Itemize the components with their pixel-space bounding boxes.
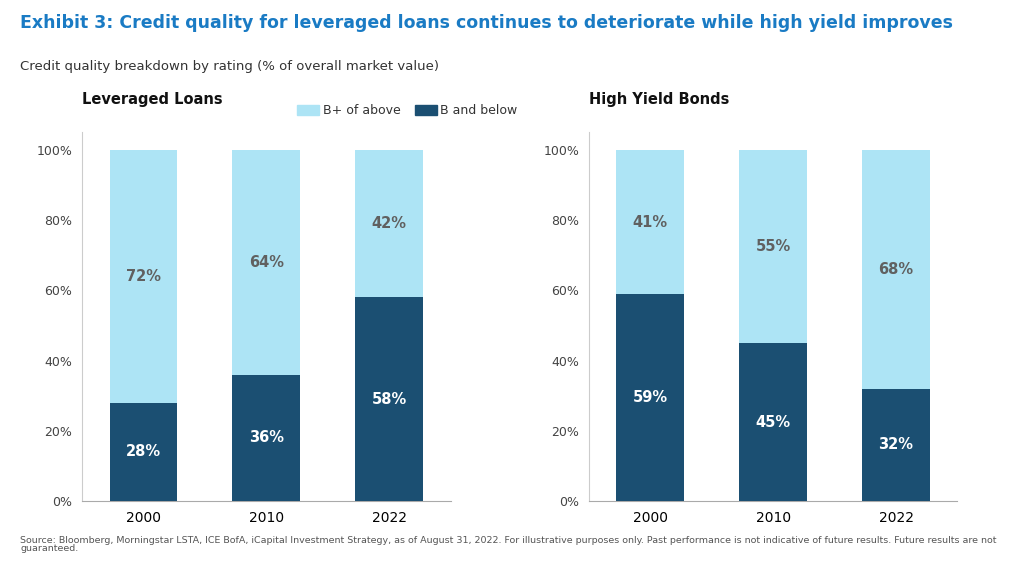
Text: 59%: 59% bbox=[633, 390, 668, 405]
Bar bbox=[862, 389, 930, 501]
Bar bbox=[739, 343, 807, 501]
Text: 42%: 42% bbox=[372, 216, 407, 231]
Text: 68%: 68% bbox=[879, 262, 913, 277]
Bar bbox=[739, 150, 807, 343]
Bar bbox=[232, 375, 300, 501]
Text: 72%: 72% bbox=[126, 269, 161, 284]
Text: 28%: 28% bbox=[126, 445, 161, 460]
Bar bbox=[110, 150, 177, 403]
Text: 55%: 55% bbox=[756, 239, 791, 254]
Text: Leveraged Loans: Leveraged Loans bbox=[82, 92, 222, 107]
Text: Credit quality breakdown by rating (% of overall market value): Credit quality breakdown by rating (% of… bbox=[20, 60, 439, 74]
Text: 45%: 45% bbox=[756, 415, 791, 430]
Text: B and below: B and below bbox=[440, 104, 517, 117]
Bar bbox=[355, 297, 423, 501]
Text: 64%: 64% bbox=[249, 255, 284, 270]
Text: guaranteed.: guaranteed. bbox=[20, 544, 79, 554]
Text: B+ of above: B+ of above bbox=[323, 104, 400, 117]
Bar bbox=[616, 294, 684, 501]
Text: 41%: 41% bbox=[633, 214, 668, 229]
Bar bbox=[862, 150, 930, 389]
Text: 36%: 36% bbox=[249, 430, 284, 445]
Bar bbox=[616, 150, 684, 294]
Text: Exhibit 3: Credit quality for leveraged loans continues to deteriorate while hig: Exhibit 3: Credit quality for leveraged … bbox=[20, 14, 953, 32]
Text: 32%: 32% bbox=[879, 437, 913, 452]
Bar bbox=[232, 150, 300, 375]
Text: Source: Bloomberg, Morningstar LSTA, ICE BofA, iCapital Investment Strategy, as : Source: Bloomberg, Morningstar LSTA, ICE… bbox=[20, 536, 997, 545]
Text: 58%: 58% bbox=[372, 392, 407, 407]
Text: High Yield Bonds: High Yield Bonds bbox=[589, 92, 729, 107]
Bar bbox=[110, 403, 177, 501]
Bar bbox=[355, 150, 423, 297]
